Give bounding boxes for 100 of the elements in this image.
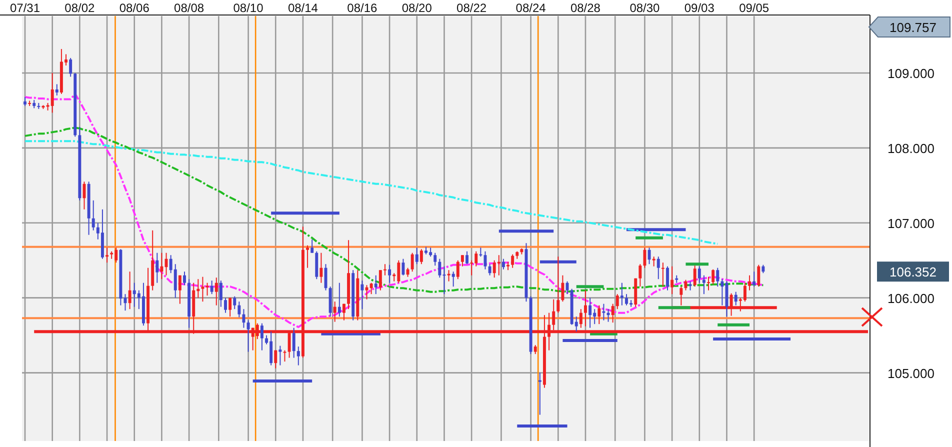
candlestick bbox=[296, 346, 300, 366]
candlestick bbox=[242, 308, 246, 328]
candlestick bbox=[246, 320, 250, 352]
candlestick bbox=[219, 280, 222, 308]
candlestick bbox=[438, 258, 442, 278]
candlestick bbox=[734, 291, 738, 306]
x-tick-label: 08/20 bbox=[402, 1, 432, 15]
candlestick bbox=[388, 264, 392, 284]
candlestick bbox=[502, 258, 505, 270]
x-tick-label: 08/08 bbox=[174, 1, 204, 15]
y-tick-label: 106.000 bbox=[888, 290, 934, 306]
candlestick bbox=[50, 72, 54, 114]
candlestick bbox=[434, 252, 437, 266]
candlestick bbox=[511, 254, 514, 268]
candlestick bbox=[214, 277, 218, 306]
candlestick bbox=[228, 297, 232, 318]
candlestick bbox=[611, 303, 614, 324]
candlestick bbox=[698, 266, 701, 284]
candlestick bbox=[278, 345, 282, 366]
candlestick bbox=[638, 264, 642, 288]
candlestick bbox=[707, 276, 710, 291]
candlestick bbox=[183, 271, 186, 286]
candlestick bbox=[92, 200, 95, 231]
candlestick bbox=[106, 247, 109, 264]
x-tick-label: 09/03 bbox=[684, 1, 715, 15]
x-tick-label: 08/30 bbox=[630, 1, 660, 15]
candlestick bbox=[680, 286, 683, 306]
x-tick-label: 08/16 bbox=[347, 1, 378, 15]
y-tick-label: 108.000 bbox=[888, 140, 934, 156]
candlestick bbox=[69, 57, 72, 78]
candlestick bbox=[233, 296, 236, 310]
candlestick bbox=[360, 280, 364, 310]
candlestick bbox=[656, 256, 660, 280]
candlestick bbox=[333, 301, 336, 322]
x-tick-label: 08/02 bbox=[64, 1, 96, 15]
candlestick bbox=[224, 297, 227, 314]
x-tick-label: 08/28 bbox=[570, 1, 601, 15]
x-tick-label: 08/24 bbox=[516, 1, 546, 15]
candlestick bbox=[210, 280, 214, 295]
candlestick bbox=[497, 254, 500, 276]
candlestick bbox=[410, 252, 414, 272]
candlestick bbox=[460, 254, 464, 267]
candlestick bbox=[670, 266, 674, 295]
candlestick bbox=[55, 84, 58, 96]
y-tick-label: 109.000 bbox=[888, 66, 934, 81]
line-series bbox=[24, 140, 719, 245]
text: 109.757 bbox=[890, 20, 936, 35]
candlestick bbox=[452, 271, 455, 288]
candlestick bbox=[415, 247, 418, 265]
x-tick-label: 07/31 bbox=[10, 1, 40, 15]
candlestick bbox=[466, 250, 468, 265]
y-tick-label: 107.000 bbox=[888, 216, 934, 231]
candlestick bbox=[712, 268, 715, 285]
candlestick bbox=[201, 276, 204, 302]
candlestick bbox=[620, 282, 624, 306]
candlestick bbox=[702, 274, 706, 295]
x-tick-label: 09/05 bbox=[739, 1, 770, 15]
candlestick bbox=[538, 372, 542, 416]
candlestick bbox=[616, 294, 619, 310]
candlestick bbox=[338, 282, 341, 318]
y-tick-label: 105.000 bbox=[888, 366, 934, 381]
candlestick bbox=[598, 304, 601, 325]
candlestick bbox=[752, 271, 756, 288]
candlestick bbox=[561, 274, 564, 302]
candlestick bbox=[602, 303, 606, 321]
candlestick bbox=[643, 247, 646, 268]
candlestick bbox=[743, 282, 746, 302]
candlestick bbox=[584, 290, 587, 327]
candlestick bbox=[420, 248, 423, 265]
candlestick bbox=[306, 244, 309, 268]
candlestick bbox=[206, 282, 209, 296]
candlestick bbox=[757, 264, 760, 288]
candlestick bbox=[556, 256, 560, 314]
candlestick bbox=[648, 247, 651, 265]
x-tick-label: 08/14 bbox=[288, 1, 318, 15]
candlestick bbox=[315, 250, 318, 280]
candlestick bbox=[588, 297, 592, 328]
candlestick bbox=[370, 282, 373, 295]
candlestick bbox=[374, 274, 378, 295]
candlestick bbox=[292, 327, 296, 358]
candlestick bbox=[652, 256, 656, 267]
candlestick bbox=[178, 274, 182, 304]
candlestick bbox=[716, 267, 720, 288]
candlestick bbox=[160, 252, 164, 280]
x-tick-label: 08/06 bbox=[119, 1, 150, 15]
x-tick-label: 08/10 bbox=[233, 1, 264, 15]
candlestick bbox=[274, 350, 278, 369]
candlestick bbox=[260, 322, 264, 351]
candlestick bbox=[156, 252, 159, 284]
candlestick bbox=[402, 258, 405, 276]
candlestick bbox=[447, 270, 450, 282]
candlestick bbox=[693, 265, 696, 288]
x-tick-label: 08/22 bbox=[456, 1, 487, 15]
candlestick bbox=[238, 301, 241, 318]
candlestick bbox=[666, 266, 669, 291]
candlestick bbox=[661, 262, 664, 288]
candlestick bbox=[748, 274, 752, 291]
candlestick bbox=[320, 252, 323, 284]
candlestick bbox=[310, 238, 314, 254]
text: 106.352 bbox=[890, 264, 936, 280]
